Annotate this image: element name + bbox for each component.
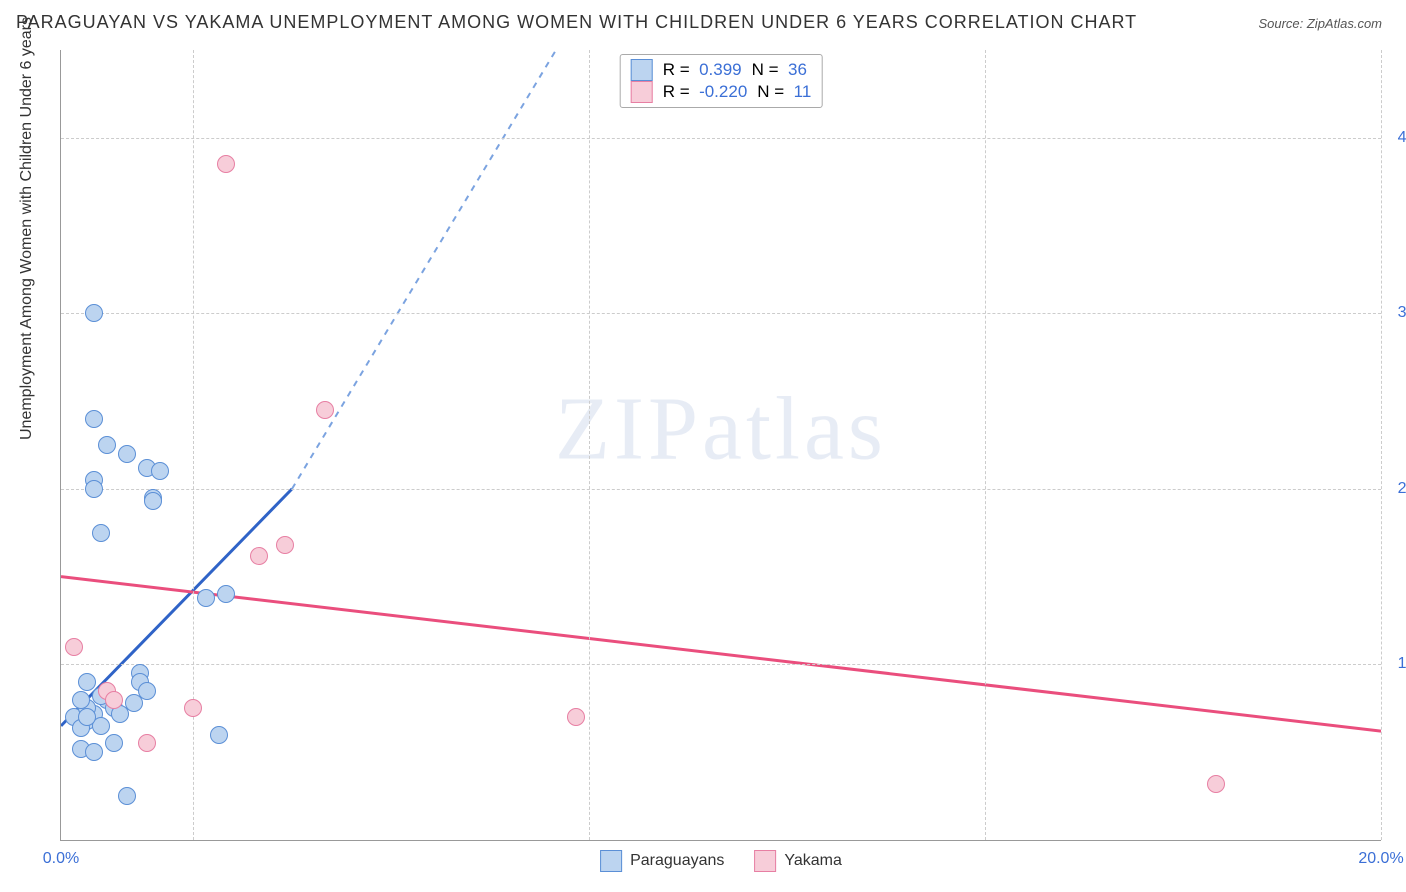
data-point [105, 691, 123, 709]
regression-lines [61, 50, 1381, 840]
data-point [72, 691, 90, 709]
gridline-v [193, 50, 194, 840]
y-tick-label: 30.0% [1398, 304, 1406, 322]
legend-label: Paraguayans [630, 852, 724, 870]
data-point [118, 445, 136, 463]
y-tick-label: 10.0% [1398, 655, 1406, 673]
data-point [85, 410, 103, 428]
data-point [125, 694, 143, 712]
legend-row: R = -0.220 N = 11 [631, 81, 812, 103]
data-point [138, 734, 156, 752]
data-point [78, 708, 96, 726]
data-point [98, 436, 116, 454]
data-point [85, 304, 103, 322]
y-axis-label: Unemployment Among Women with Children U… [18, 17, 36, 440]
data-point [65, 638, 83, 656]
gridline-v [985, 50, 986, 840]
legend-swatch [631, 81, 653, 103]
gridline-h [61, 313, 1381, 314]
legend-item: Yakama [754, 850, 842, 872]
data-point [118, 787, 136, 805]
gridline-h [61, 138, 1381, 139]
x-tick-label: 20.0% [1358, 850, 1403, 868]
chart-title: PARAGUAYAN VS YAKAMA UNEMPLOYMENT AMONG … [16, 12, 1137, 33]
data-point [217, 155, 235, 173]
data-point [250, 547, 268, 565]
y-tick-label: 20.0% [1398, 480, 1406, 498]
legend-swatch [600, 850, 622, 872]
gridline-h [61, 664, 1381, 665]
legend-swatch [754, 850, 776, 872]
legend-n-value: N = 11 [757, 82, 811, 102]
data-point [276, 536, 294, 554]
watermark-zip: ZIP [555, 380, 702, 479]
data-point [151, 462, 169, 480]
data-point [85, 743, 103, 761]
series-legend: Paraguayans Yakama [600, 850, 842, 872]
watermark-atlas: atlas [702, 380, 887, 479]
chart-area: ZIPatlas R = 0.399 N = 36R = -0.220 N = 11… [60, 50, 1381, 841]
y-tick-label: 40.0% [1398, 129, 1406, 147]
correlation-legend: R = 0.399 N = 36R = -0.220 N = 11 [620, 54, 823, 108]
data-point [85, 480, 103, 498]
legend-label: Yakama [784, 852, 842, 870]
data-point [78, 673, 96, 691]
data-point [1207, 775, 1225, 793]
data-point [105, 734, 123, 752]
data-point [217, 585, 235, 603]
legend-r-value: R = -0.220 [663, 82, 748, 102]
legend-row: R = 0.399 N = 36 [631, 59, 812, 81]
legend-r-value: R = 0.399 [663, 60, 742, 80]
x-tick-label: 0.0% [43, 850, 79, 868]
data-point [92, 524, 110, 542]
gridline-v [1381, 50, 1382, 840]
data-point [316, 401, 334, 419]
data-point [184, 699, 202, 717]
legend-n-value: N = 36 [752, 60, 807, 80]
data-point [197, 589, 215, 607]
watermark: ZIPatlas [555, 378, 887, 481]
data-point [210, 726, 228, 744]
legend-swatch [631, 59, 653, 81]
data-point [144, 492, 162, 510]
source-label: Source: ZipAtlas.com [1258, 16, 1382, 31]
legend-item: Paraguayans [600, 850, 724, 872]
gridline-v [589, 50, 590, 840]
gridline-h [61, 489, 1381, 490]
data-point [567, 708, 585, 726]
